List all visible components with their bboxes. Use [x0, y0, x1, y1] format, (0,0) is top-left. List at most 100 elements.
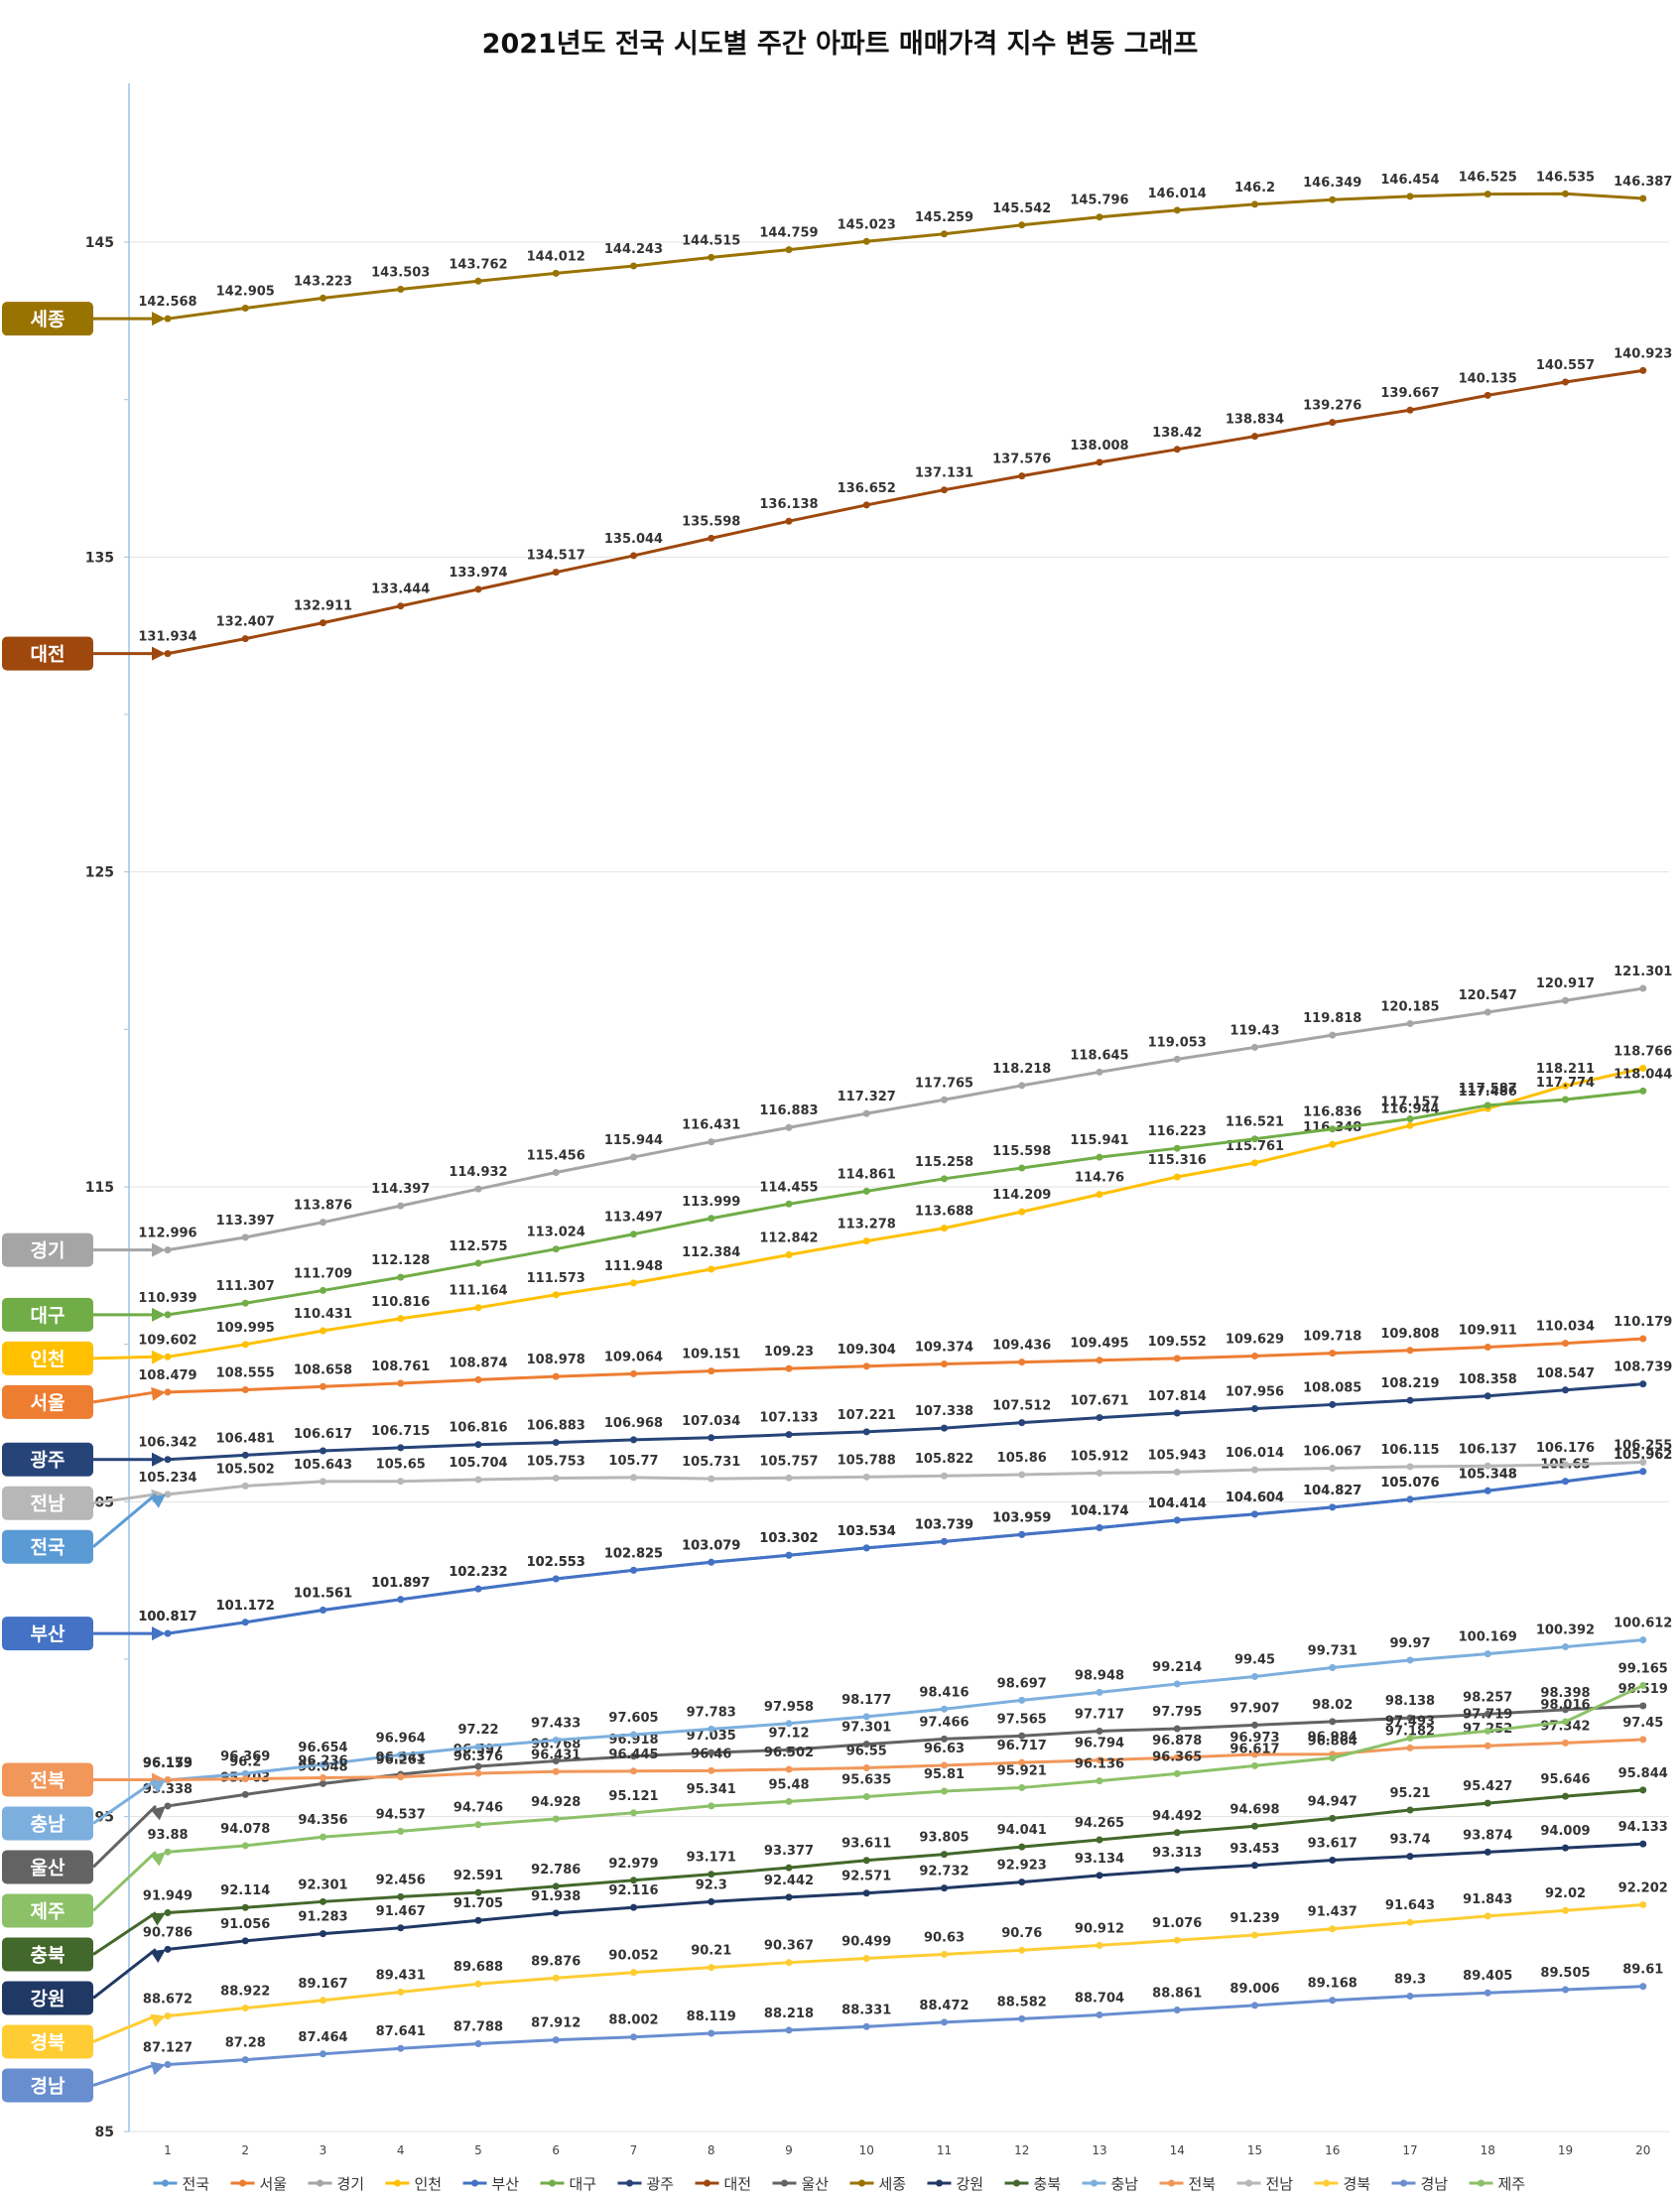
- data-point: [241, 1903, 249, 1911]
- data-label: 89.505: [1540, 1966, 1590, 1981]
- x-tick-label: 2: [241, 2143, 249, 2157]
- data-label: 97.717: [1075, 1707, 1124, 1722]
- data-label: 106.968: [604, 1416, 663, 1431]
- data-point: [241, 2056, 249, 2064]
- data-label: 89.167: [298, 1977, 347, 1992]
- data-label: 102.825: [604, 1546, 663, 1561]
- data-label: 88.218: [764, 2007, 814, 2021]
- data-point: [552, 1767, 560, 1775]
- legend-item-인천: 인천: [385, 2175, 442, 2193]
- data-point: [552, 1882, 560, 1890]
- data-point: [630, 1903, 637, 1911]
- data-label: 93.313: [1152, 1846, 1202, 1861]
- data-label: 96.376: [453, 1749, 503, 1764]
- data-point: [552, 1291, 560, 1299]
- data-point: [1251, 1822, 1258, 1830]
- data-point: [630, 1153, 637, 1161]
- data-label: 115.941: [1070, 1133, 1128, 1148]
- data-label: 99.97: [1389, 1636, 1430, 1651]
- data-point: [320, 1606, 326, 1614]
- data-label: 96.369: [220, 1749, 270, 1764]
- legend-item-광주: 광주: [617, 2175, 674, 2193]
- data-point: [1329, 1031, 1337, 1039]
- data-point: [552, 2036, 560, 2044]
- data-label: 104.174: [1070, 1504, 1128, 1519]
- data-point: [1562, 378, 1569, 386]
- legend-label: 제주: [1498, 2175, 1526, 2193]
- data-label: 117.587: [1459, 1082, 1517, 1097]
- data-point: [785, 1474, 793, 1482]
- data-label: 97.466: [919, 1715, 969, 1730]
- data-label: 115.316: [1148, 1153, 1207, 1168]
- data-point: [1329, 1857, 1337, 1865]
- data-point: [1639, 1900, 1647, 1908]
- region-tag-box: [2, 1529, 93, 1564]
- data-point: [1018, 1696, 1026, 1704]
- data-point: [862, 1109, 870, 1117]
- x-tick-label: 11: [937, 2143, 952, 2157]
- data-point: [552, 1575, 560, 1583]
- data-point: [1562, 1986, 1569, 1994]
- region-tag-전국: 전국: [2, 1492, 166, 1564]
- data-label: 137.131: [915, 466, 973, 481]
- region-tag-label: 대구: [31, 1305, 65, 1327]
- data-point: [552, 1169, 560, 1177]
- data-label: 98.416: [919, 1685, 969, 1700]
- data-point: [708, 1265, 715, 1273]
- data-label: 118.766: [1614, 1044, 1672, 1059]
- data-point: [164, 1802, 172, 1810]
- data-point: [1018, 2014, 1026, 2022]
- data-label: 105.348: [1459, 1467, 1517, 1482]
- data-label: 99.731: [1308, 1644, 1357, 1659]
- series-line: [167, 1684, 1644, 1854]
- region-tag-label: 제주: [31, 1900, 65, 1922]
- data-label: 96.431: [531, 1748, 581, 1762]
- data-point: [1251, 1750, 1258, 1758]
- region-tag-전남: 전남: [2, 1486, 166, 1520]
- data-label: 94.492: [1152, 1809, 1202, 1824]
- data-label: 87.127: [143, 2041, 193, 2056]
- data-point: [1018, 1164, 1026, 1172]
- data-label: 107.221: [838, 1408, 896, 1423]
- region-tag-label: 대전: [31, 644, 65, 666]
- data-point: [1173, 1055, 1181, 1063]
- data-label: 96.2: [229, 1755, 261, 1770]
- data-point: [708, 1558, 715, 1566]
- data-label: 87.28: [225, 2036, 266, 2051]
- data-label: 118.044: [1614, 1067, 1672, 1082]
- data-label: 115.456: [527, 1149, 585, 1164]
- data-label: 139.276: [1303, 399, 1361, 414]
- data-point: [1096, 2010, 1103, 2018]
- data-point: [1639, 1064, 1647, 1072]
- legend-marker: [626, 2179, 633, 2187]
- data-label: 97.783: [687, 1705, 736, 1720]
- data-point: [708, 2029, 715, 2037]
- region-tag-label: 세종: [31, 309, 65, 330]
- data-label: 146.454: [1380, 173, 1439, 188]
- data-point: [241, 1451, 249, 1459]
- data-point: [320, 1930, 326, 1938]
- data-point: [630, 1877, 637, 1884]
- data-point: [1484, 1650, 1491, 1658]
- data-label: 90.912: [1075, 1921, 1124, 1936]
- arrow-head: [152, 1242, 166, 1257]
- region-arrow: [92, 1355, 157, 1361]
- data-point: [785, 1431, 793, 1439]
- data-label: 90.63: [924, 1930, 965, 1945]
- data-label: 146.525: [1459, 171, 1517, 186]
- data-point: [862, 1763, 870, 1771]
- data-point: [1562, 190, 1569, 197]
- data-label: 112.842: [759, 1231, 818, 1245]
- data-label: 105.076: [1380, 1476, 1439, 1490]
- data-point: [397, 286, 405, 294]
- data-label: 135.044: [604, 532, 663, 547]
- data-label: 96.617: [1229, 1742, 1279, 1756]
- data-point: [397, 1478, 405, 1486]
- data-label: 90.367: [764, 1939, 814, 1954]
- series-line: [167, 1902, 1643, 2017]
- data-point: [1562, 1461, 1569, 1469]
- data-point: [708, 534, 715, 542]
- data-point: [1484, 1727, 1491, 1735]
- legend-marker: [1400, 2179, 1407, 2187]
- data-label: 95.21: [1389, 1786, 1430, 1801]
